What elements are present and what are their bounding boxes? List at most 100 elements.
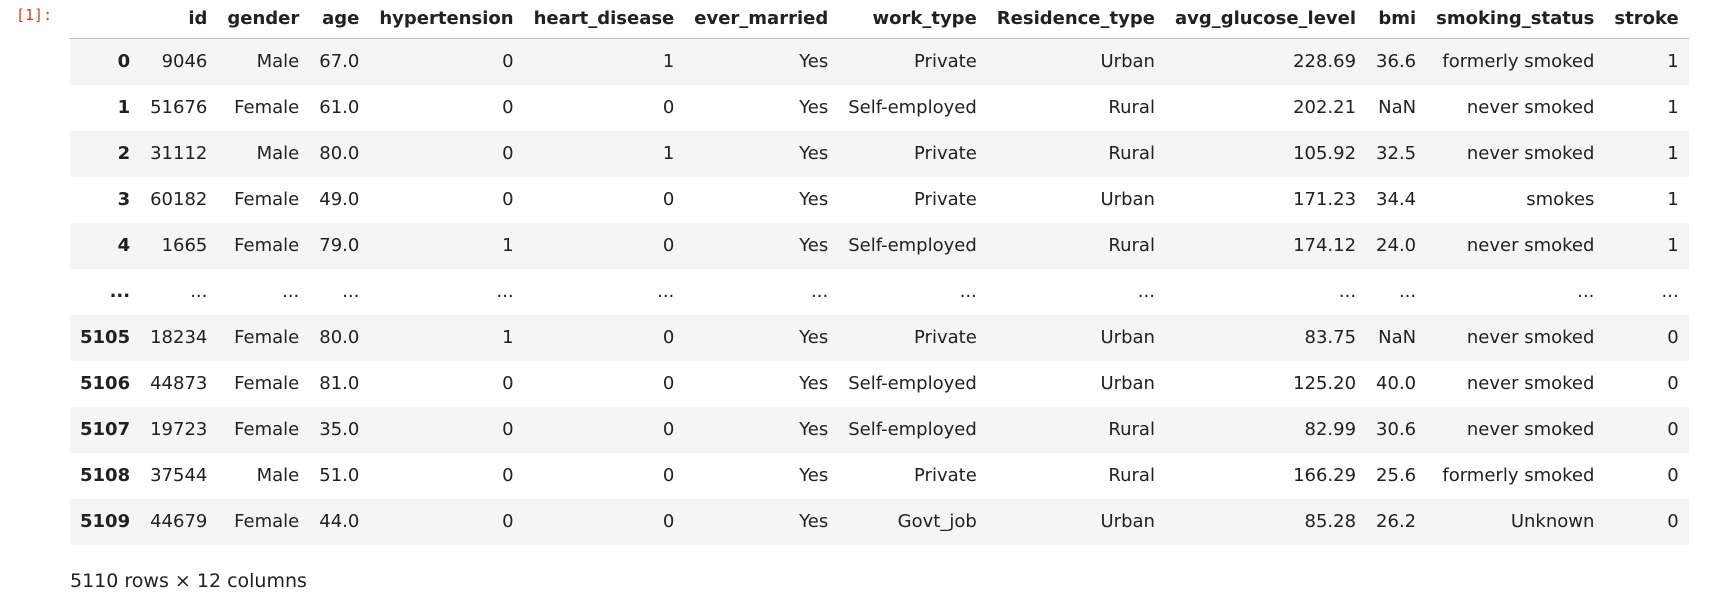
table-cell: never smoked xyxy=(1466,418,1595,440)
table-cell: Yes xyxy=(799,418,829,440)
table-cell: Rural xyxy=(1108,464,1155,486)
table-cell: 166.29 xyxy=(1293,464,1357,486)
table-cell: 44873 xyxy=(150,372,208,394)
cell-prompt: [1]: xyxy=(16,6,53,24)
table-cell: NaN xyxy=(1378,326,1417,348)
table-cell: Female xyxy=(234,372,300,394)
table-cell: Rural xyxy=(1108,142,1155,164)
table-cell: Urban xyxy=(1100,326,1155,348)
table-cell: Male xyxy=(256,464,300,486)
table-cell: Private xyxy=(914,142,977,164)
table-cell: 0 xyxy=(662,464,675,486)
row-index: 5105 xyxy=(80,326,131,348)
table-row: 0 9046 Male 67.0 0 1 Yes Private Urban 228.69 36.6… xyxy=(70,38,1689,85)
table-cell: 1 xyxy=(662,50,675,72)
column-header-ever-married: ever_married xyxy=(684,0,839,39)
header-row: id gender age hypertension heart_disease ever… xyxy=(70,0,1689,39)
table-cell: Yes xyxy=(799,372,829,394)
table-cell: 51676 xyxy=(150,96,208,118)
table-cell: 80.0 xyxy=(319,142,360,164)
table-cell: 79.0 xyxy=(319,234,360,256)
table-cell: ... xyxy=(1338,280,1357,302)
row-index: 5109 xyxy=(80,510,131,532)
table-cell: never smoked xyxy=(1466,234,1595,256)
table-cell: never smoked xyxy=(1466,96,1595,118)
table-cell: 82.99 xyxy=(1304,418,1357,440)
table-cell: 0 xyxy=(1667,418,1679,440)
table-cell: Female xyxy=(234,510,300,532)
row-index: ... xyxy=(109,280,131,302)
row-index: 5107 xyxy=(80,418,131,440)
table-cell: 35.0 xyxy=(319,418,360,440)
column-header-avg-glucose-level: avg_glucose_level xyxy=(1164,0,1367,39)
table-cell: ... xyxy=(959,280,977,302)
row-index: 3 xyxy=(117,188,131,210)
row-index: 1 xyxy=(117,96,131,118)
table-cell: Female xyxy=(234,326,300,348)
table-cell: 202.21 xyxy=(1293,96,1357,118)
table-cell: formerly smoked xyxy=(1442,50,1595,72)
table-cell: smokes xyxy=(1526,188,1595,210)
table-cell: never smoked xyxy=(1466,142,1595,164)
table-cell: ... xyxy=(811,280,829,302)
table-cell: 0 xyxy=(502,96,514,118)
table-cell: Yes xyxy=(799,326,829,348)
table-cell: Urban xyxy=(1100,510,1155,532)
row-index: 2 xyxy=(117,142,131,164)
table-cell: Govt_job xyxy=(897,510,977,532)
column-header-residence-type: Residence_type xyxy=(986,0,1165,39)
table-cell: Urban xyxy=(1100,50,1155,72)
table-cell: formerly smoked xyxy=(1442,464,1595,486)
table-cell: Female xyxy=(234,234,300,256)
table-cell: 1 xyxy=(1667,142,1679,164)
table-cell: Self-employed xyxy=(848,418,977,440)
column-header-heart-disease: heart_disease xyxy=(523,0,685,39)
table-cell: Yes xyxy=(799,510,829,532)
table-row: 1 51676 Female 61.0 0 0 Yes Self-employed Rural 2… xyxy=(70,84,1689,131)
table-cell: never smoked xyxy=(1466,326,1595,348)
cell-output: id gender age hypertension heart_disease ever… xyxy=(70,0,1689,545)
table-cell: 174.12 xyxy=(1293,234,1357,256)
table-cell: 1 xyxy=(662,142,675,164)
table-cell: 0 xyxy=(662,418,675,440)
table-cell: never smoked xyxy=(1466,372,1595,394)
table-row: 3 60182 Female 49.0 0 0 Yes Private Urban 171.23 3… xyxy=(70,176,1689,223)
table-cell: 0 xyxy=(662,188,675,210)
column-header-gender: gender xyxy=(217,0,310,39)
table-cell: 49.0 xyxy=(319,188,360,210)
table-row: 4 1665 Female 79.0 1 0 Yes Self-employed Rural 17… xyxy=(70,222,1689,269)
table-cell: 0 xyxy=(1667,326,1679,348)
row-index: 5108 xyxy=(80,464,131,486)
table-cell: Female xyxy=(234,418,300,440)
table-row: 5109 44679 Female 44.0 0 0 Yes Govt_job Urban 85.… xyxy=(70,498,1689,545)
table-cell: Female xyxy=(234,96,300,118)
table-cell: 228.69 xyxy=(1293,50,1357,72)
table-cell: 0 xyxy=(502,464,514,486)
table-cell: 80.0 xyxy=(319,326,360,348)
table-cell: 0 xyxy=(1667,464,1679,486)
table-cell: Private xyxy=(914,326,977,348)
table-cell: NaN xyxy=(1378,96,1417,118)
table-cell: Yes xyxy=(799,50,829,72)
table-row: 5107 19723 Female 35.0 0 0 Yes Self-employed Rur… xyxy=(70,406,1689,453)
table-cell: Urban xyxy=(1100,372,1155,394)
table-cell: 61.0 xyxy=(319,96,360,118)
table-cell: Male xyxy=(256,142,300,164)
row-index: 4 xyxy=(117,234,131,256)
table-row: 5106 44873 Female 81.0 0 0 Yes Self-employed Urb… xyxy=(70,360,1689,407)
table-cell: Yes xyxy=(799,234,829,256)
column-header-id: id xyxy=(140,0,218,39)
table-cell: 0 xyxy=(662,326,675,348)
table-row: 2 31112 Male 80.0 0 1 Yes Private Rural 105.92 32.… xyxy=(70,130,1689,177)
table-cell: 51.0 xyxy=(319,464,360,486)
table-cell: 125.20 xyxy=(1293,372,1357,394)
table-cell: Self-employed xyxy=(848,372,977,394)
table-cell: 44679 xyxy=(150,510,208,532)
table-row: 5105 18234 Female 80.0 1 0 Yes Private Urban 83.7… xyxy=(70,314,1689,361)
table-cell: 1 xyxy=(502,326,514,348)
table-cell: 67.0 xyxy=(319,50,360,72)
table-cell: 105.92 xyxy=(1293,142,1357,164)
table-cell: Yes xyxy=(799,142,829,164)
table-cell: 1 xyxy=(502,234,514,256)
table-cell: 81.0 xyxy=(319,372,360,394)
